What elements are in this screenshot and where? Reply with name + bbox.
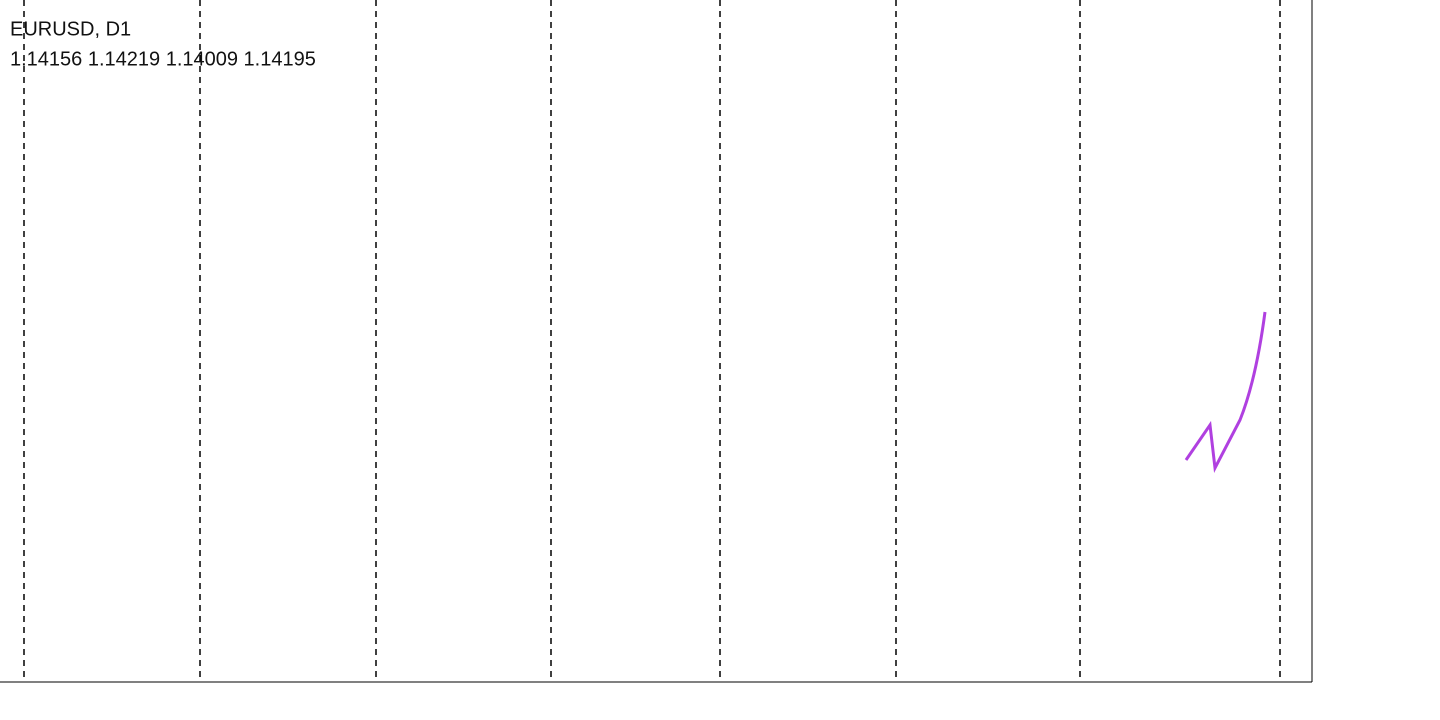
axis-background	[0, 682, 1440, 720]
hand-drawn-line	[1184, 311, 1267, 474]
axis-background	[1312, 0, 1440, 720]
period-separators	[23, 0, 1281, 682]
chart-title: EURUSD, D1	[10, 18, 131, 40]
ohlc-text: 1.14156 1.14219 1.14009 1.14195	[10, 48, 316, 70]
